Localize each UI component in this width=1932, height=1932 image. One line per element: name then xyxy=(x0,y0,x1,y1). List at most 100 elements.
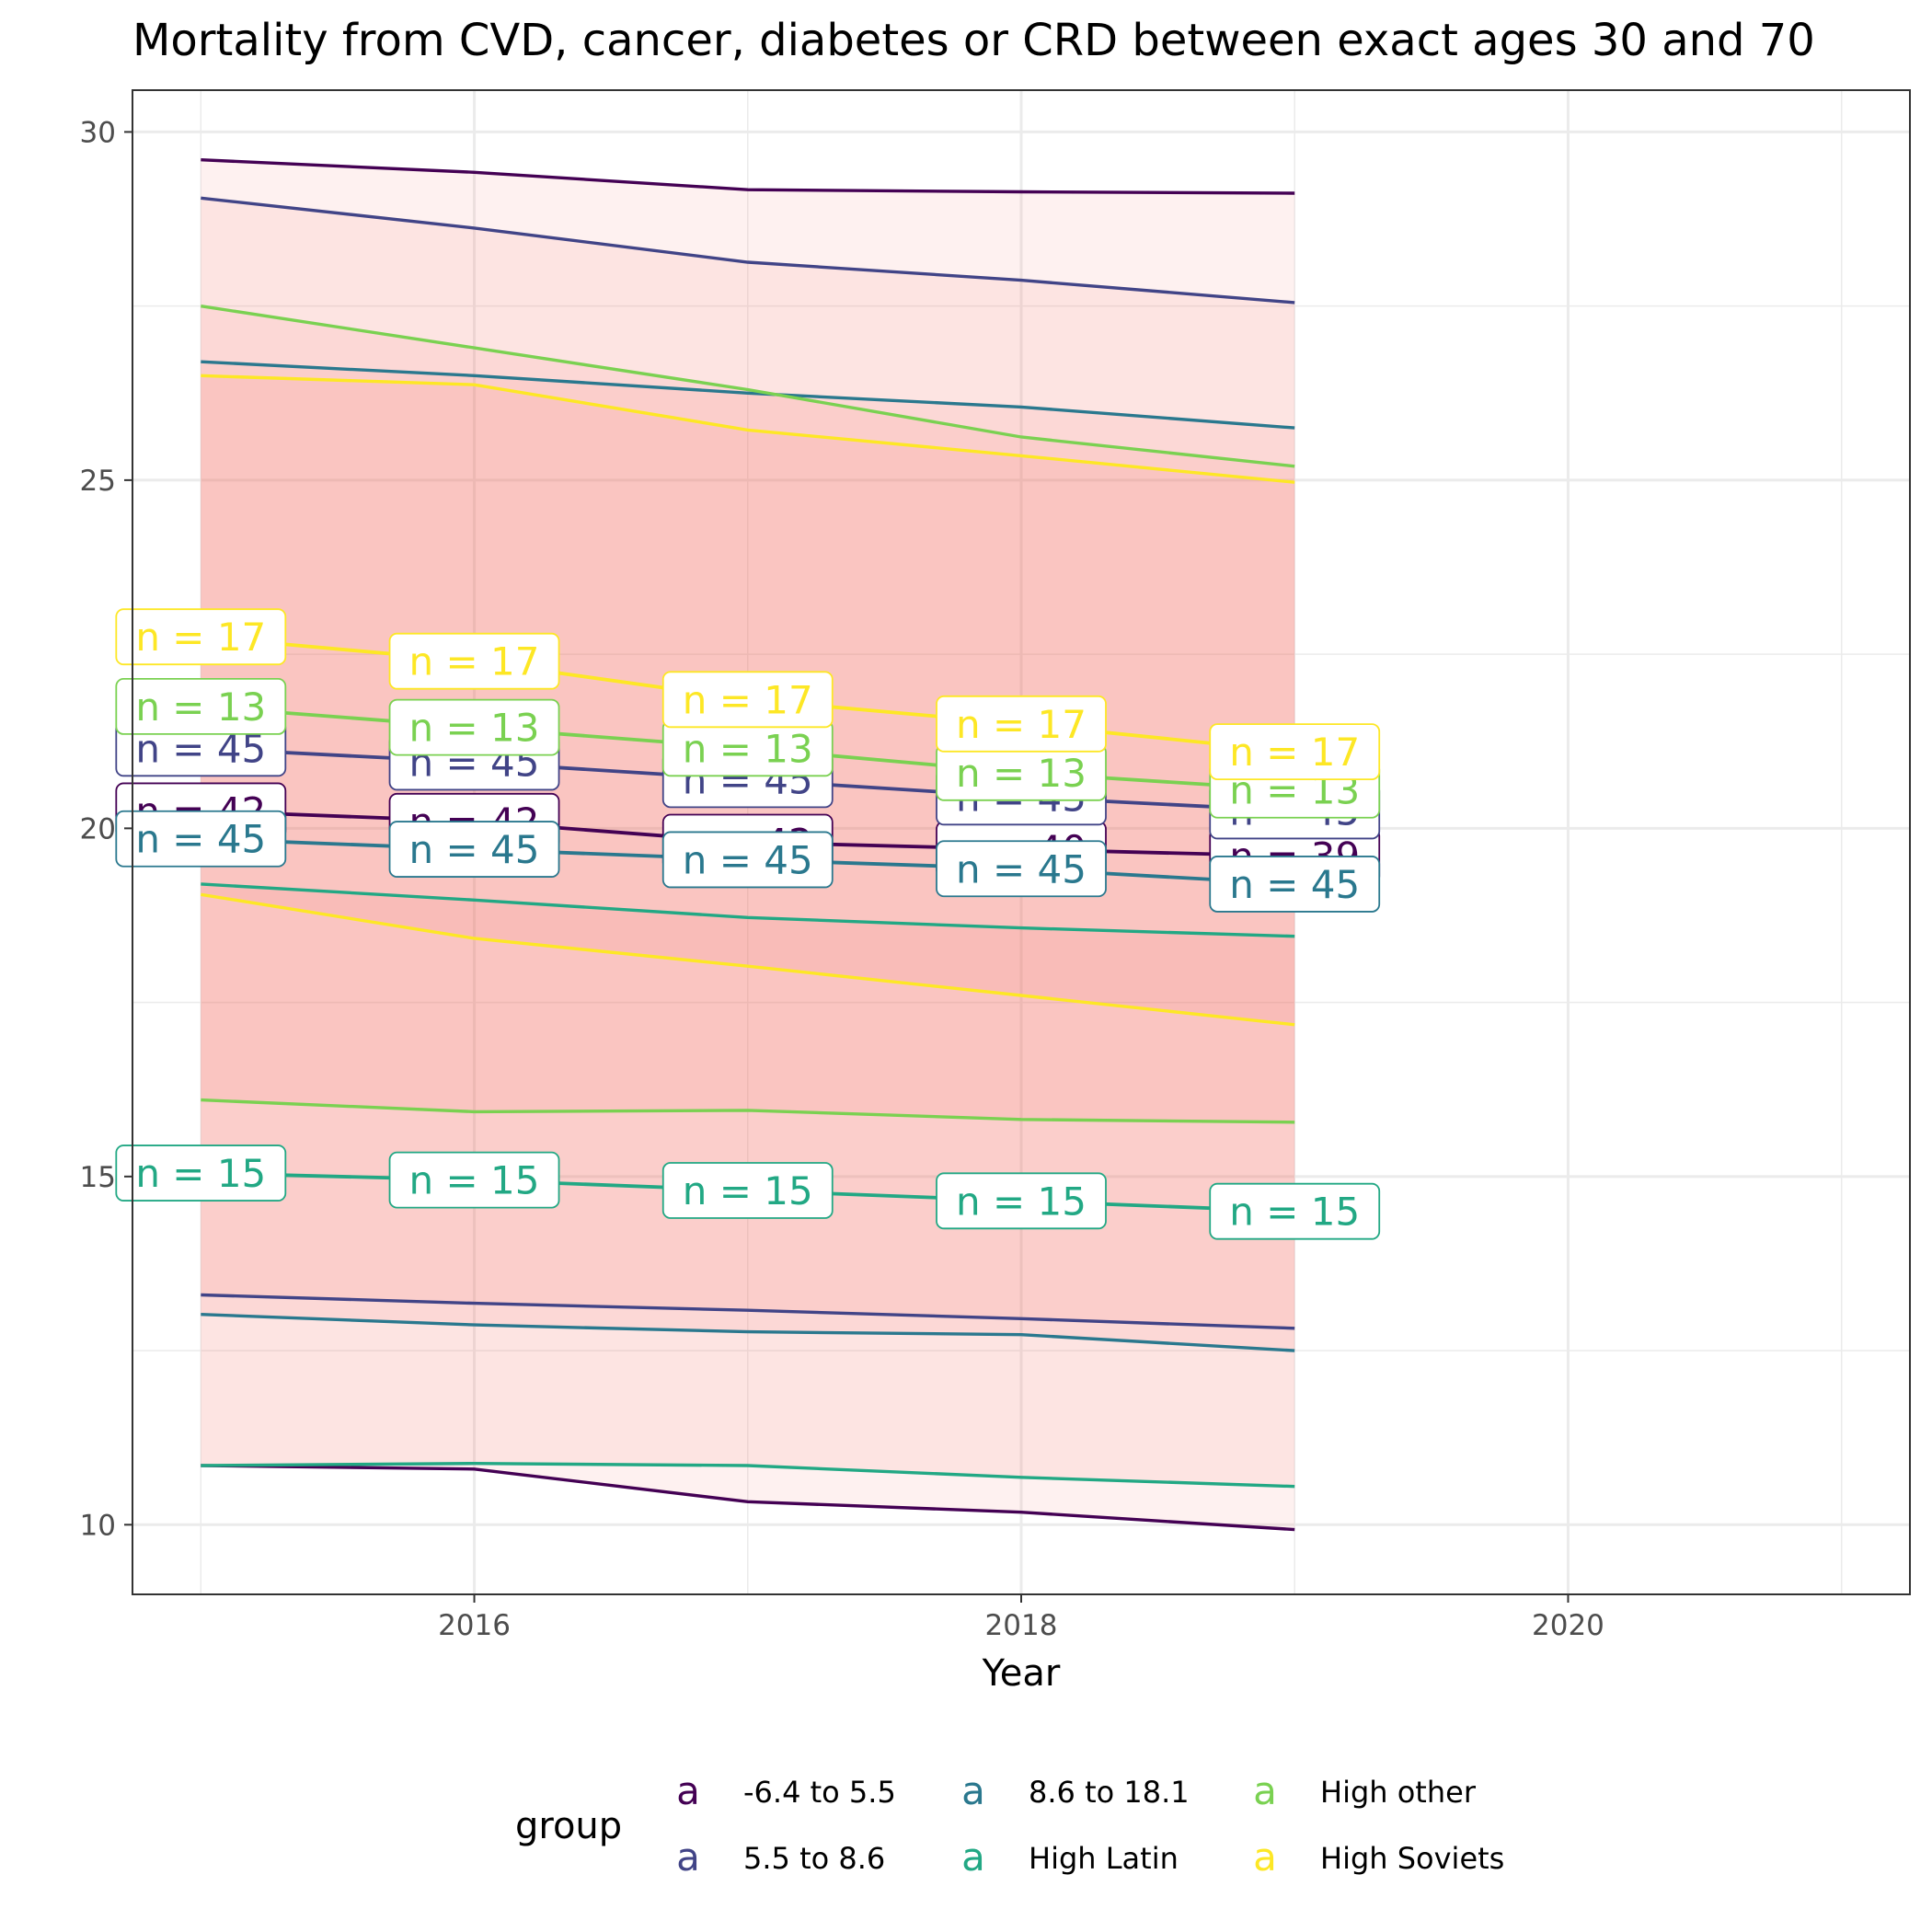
count-label-text: n = 15 xyxy=(409,1158,540,1203)
count-label-box xyxy=(388,1151,560,1209)
legend-item-label: 5.5 to 8.6 xyxy=(743,1841,885,1876)
x-tick-label: 2018 xyxy=(985,1609,1058,1642)
count-label-high-other: n = 13 xyxy=(115,677,287,735)
count-label-text: n = 17 xyxy=(409,639,540,684)
count-label-8-6-to-18-1: n = 45 xyxy=(661,831,834,889)
line-min-high-other xyxy=(201,1098,1295,1124)
line-max-high-other xyxy=(201,305,1295,468)
line-max-6-4-to-5-5 xyxy=(201,158,1295,195)
count-label-text: n = 17 xyxy=(135,615,266,660)
count-label-text: n = 15 xyxy=(135,1151,266,1196)
count-label-text: n = 17 xyxy=(956,702,1087,747)
count-label-text: n = 45 xyxy=(409,827,540,872)
legend-item-high-soviets: a High Soviets xyxy=(1253,1834,1504,1880)
y-tick-label: 30 xyxy=(80,116,116,149)
count-label-high-other: n = 13 xyxy=(661,719,834,777)
count-label-text: n = 45 xyxy=(956,846,1087,891)
count-label-text: n = 45 xyxy=(683,837,813,882)
count-label-high-latin: n = 15 xyxy=(115,1144,287,1202)
count-label-high-latin: n = 15 xyxy=(1209,1182,1381,1240)
y-tick-label: 20 xyxy=(80,812,116,845)
count-label-box xyxy=(936,695,1107,753)
count-label-text: n = 45 xyxy=(135,817,266,862)
count-label-box xyxy=(1209,856,1381,913)
count-label-box xyxy=(661,671,834,729)
count-label-box xyxy=(115,677,287,735)
count-label-high-soviets: n = 17 xyxy=(1209,723,1381,780)
count-label-8-6-to-18-1: n = 45 xyxy=(1209,856,1381,913)
line-min-high-soviets xyxy=(201,892,1295,1027)
count-label-text: n = 13 xyxy=(683,726,813,771)
count-label-text: n = 15 xyxy=(683,1168,813,1213)
legend-item-6-4-to-5-5: a -6.4 to 5.5 xyxy=(676,1768,896,1813)
count-label-8-6-to-18-1: n = 45 xyxy=(115,810,287,868)
count-label-text: n = 15 xyxy=(1229,1190,1360,1235)
count-label-box xyxy=(661,831,834,889)
y-tick-label: 10 xyxy=(80,1509,116,1542)
count-label-high-latin: n = 15 xyxy=(936,1172,1107,1230)
count-label-box xyxy=(115,1144,287,1202)
legend-title: group xyxy=(515,1805,622,1847)
legend-item-high-latin: a High Latin xyxy=(961,1834,1179,1880)
legend-key-glyph: a xyxy=(1253,1768,1277,1813)
line-max-high-latin xyxy=(201,882,1295,938)
count-labels: n = 42n = 42n = 42n = 40n = 39n = 45n = … xyxy=(115,608,1381,1240)
count-label-8-6-to-18-1: n = 45 xyxy=(388,821,560,878)
count-label-8-6-to-18-1: n = 45 xyxy=(936,840,1107,898)
legend: group a -6.4 to 5.5 a 5.5 to 8.6 a 8.6 to 18.… xyxy=(515,1768,1504,1880)
count-label-box xyxy=(115,810,287,868)
legend-item-label: 8.6 to 18.1 xyxy=(1029,1775,1190,1810)
legend-item-label: High Soviets xyxy=(1320,1841,1504,1876)
count-label-box xyxy=(1209,723,1381,780)
y-tick-label: 15 xyxy=(80,1161,116,1194)
legend-key-glyph: a xyxy=(1253,1834,1277,1880)
count-label-box xyxy=(388,698,560,756)
legend-item-8-6-to-18-1: a 8.6 to 18.1 xyxy=(961,1768,1189,1813)
x-axis: 2016 2018 2020 xyxy=(438,1594,1604,1642)
count-label-high-soviets: n = 17 xyxy=(115,608,287,666)
count-label-box xyxy=(115,608,287,666)
count-label-box xyxy=(661,1162,834,1219)
x-tick-label: 2020 xyxy=(1532,1609,1604,1642)
count-label-box xyxy=(388,632,560,690)
legend-key-glyph: a xyxy=(961,1768,985,1813)
line-min-5-5-to-8-6 xyxy=(201,1293,1295,1330)
chart-title: Mortality from CVD, cancer, diabetes or … xyxy=(132,15,1815,66)
count-label-high-soviets: n = 17 xyxy=(661,671,834,729)
y-tick-label: 25 xyxy=(80,465,116,498)
line-max-high-soviets xyxy=(201,374,1295,484)
count-label-box xyxy=(936,1172,1107,1230)
count-label-text: n = 13 xyxy=(135,684,266,730)
count-label-high-soviets: n = 17 xyxy=(936,695,1107,753)
legend-item-5-5-to-8-6: a 5.5 to 8.6 xyxy=(676,1834,885,1880)
count-label-box xyxy=(936,840,1107,898)
count-label-text: n = 15 xyxy=(956,1179,1087,1224)
x-axis-label: Year xyxy=(982,1652,1061,1695)
count-label-text: n = 17 xyxy=(683,677,813,722)
count-label-text: n = 13 xyxy=(956,751,1087,796)
count-label-high-latin: n = 15 xyxy=(661,1162,834,1219)
legend-item-label: High Latin xyxy=(1029,1841,1179,1876)
line-min-8-6-to-18-1 xyxy=(201,1313,1295,1352)
count-label-text: n = 45 xyxy=(1229,862,1360,907)
count-label-box xyxy=(1209,1182,1381,1240)
legend-item-label: -6.4 to 5.5 xyxy=(743,1775,896,1810)
legend-item-high-other: a High other xyxy=(1253,1768,1477,1813)
count-label-text: n = 13 xyxy=(409,706,540,751)
count-label-high-latin: n = 15 xyxy=(388,1151,560,1209)
y-axis: 10 15 20 25 30 xyxy=(80,116,132,1542)
legend-key-glyph: a xyxy=(676,1768,700,1813)
line-max-5-5-to-8-6 xyxy=(201,196,1295,305)
count-label-text: n = 17 xyxy=(1229,730,1360,775)
legend-item-label: High other xyxy=(1320,1775,1477,1810)
plot-area: n = 42n = 42n = 42n = 40n = 39n = 45n = … xyxy=(115,89,1911,1595)
count-label-high-other: n = 13 xyxy=(936,743,1107,801)
line-max-8-6-to-18-1 xyxy=(201,360,1295,430)
legend-key-glyph: a xyxy=(961,1834,985,1880)
x-tick-label: 2016 xyxy=(438,1609,511,1642)
count-label-high-soviets: n = 17 xyxy=(388,632,560,690)
legend-key-glyph: a xyxy=(676,1834,700,1880)
count-label-box xyxy=(388,821,560,878)
